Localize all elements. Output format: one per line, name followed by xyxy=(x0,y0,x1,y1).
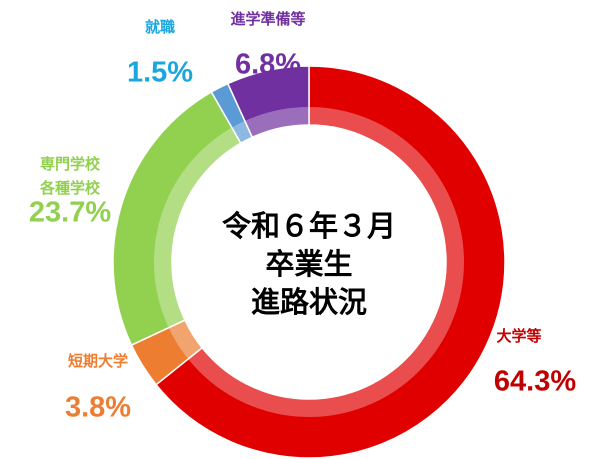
inner-band xyxy=(154,107,464,417)
category-label: 大学等 xyxy=(496,328,542,345)
value-label: 6.8% xyxy=(234,48,302,81)
center-title: 進路状況 xyxy=(250,287,368,319)
center-title: 令和６年３月 xyxy=(221,211,397,243)
donut-slice xyxy=(155,65,506,459)
donut-slice xyxy=(226,65,310,139)
value-label: 64.3% xyxy=(493,365,577,398)
value-label: 1.5% xyxy=(126,56,194,89)
center-title: 卒業生 xyxy=(265,249,353,281)
category-label: 短期大学 xyxy=(67,353,129,370)
category-label: 専門学校 各種学校 xyxy=(39,156,101,197)
category-label: 進学準備等 xyxy=(230,11,306,28)
category-label: 就職 xyxy=(144,19,176,36)
value-label: 23.7% xyxy=(28,196,112,229)
value-label: 3.8% xyxy=(64,391,132,424)
